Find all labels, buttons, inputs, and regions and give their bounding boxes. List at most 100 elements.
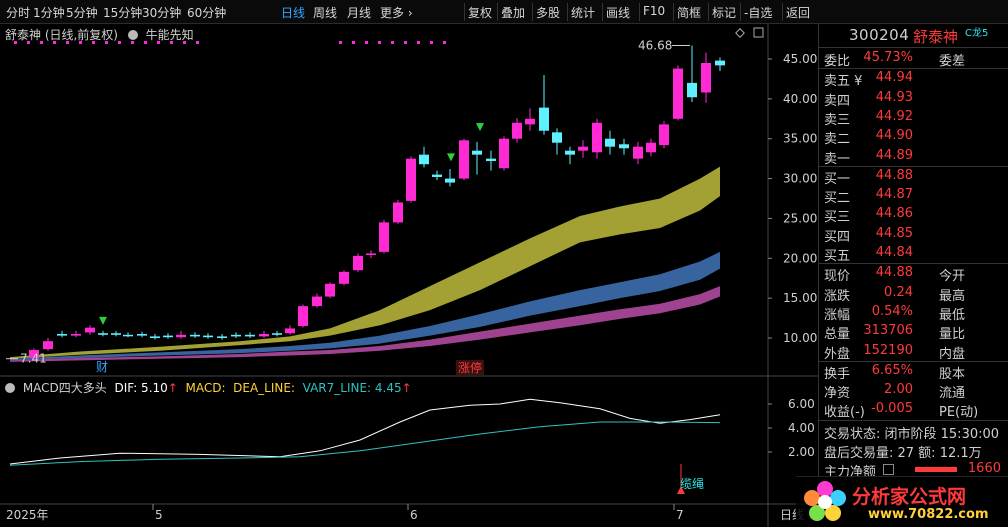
signal-dot (131, 41, 134, 44)
toolbar-button-0[interactable]: 复权 (468, 6, 493, 20)
sell-row-3: 卖二 44.90 (819, 127, 1008, 148)
stat-row-1: 涨跌 0.24 最高 (819, 284, 1008, 304)
toolbar-divider (532, 3, 533, 21)
price-tick-label: 25.00 (783, 211, 817, 225)
list-icon[interactable] (883, 464, 894, 476)
buy-row-0: 买一 44.88 (819, 167, 1008, 187)
candle-body (499, 138, 509, 169)
extra-row-1-label: 净资 (824, 386, 851, 402)
flower-logo-icon (804, 481, 846, 521)
candle-body (646, 142, 656, 153)
extra-row-0: 换手 6.65% 股本 (819, 362, 1008, 382)
up-arrow-icon: ↑ (401, 381, 412, 395)
stat-row-0-value: 44.88 (875, 265, 913, 281)
period-tab-1[interactable]: 1分钟 (33, 6, 65, 20)
candle-body (325, 283, 335, 297)
signal-dot (118, 41, 121, 44)
watermark: 分析家公式网 www.70822.com (796, 476, 1008, 527)
buy-arrow-icon (99, 316, 107, 325)
period-tab-7[interactable]: 周线 (313, 6, 338, 20)
stat-row-2-value: 0.54% (871, 303, 913, 319)
extra-row-0-label2: 股本 (939, 366, 966, 382)
kline-chart-area[interactable]: 45.00 40.00 35.00 30.00 25.00 20.00 15.00 10.00… (0, 24, 818, 527)
sell-row-3-label: 卖二 (824, 132, 851, 148)
signal-dot (53, 41, 56, 44)
date-label: 6 (410, 508, 418, 522)
candle-body (312, 296, 322, 307)
candle-body (633, 146, 643, 159)
stat-row-1-value: 0.24 (884, 284, 913, 300)
weibi-row-value: 45.73% (863, 50, 913, 65)
event-zhangting-bg (456, 360, 484, 375)
box-icon[interactable] (753, 27, 764, 38)
candle-body (445, 178, 455, 183)
macd-dif-line (9, 398, 721, 465)
event-cai-label: 财 (96, 360, 108, 374)
buy-row-2: 买三 44.86 (819, 205, 1008, 226)
toolbar-button-9[interactable]: 返回 (786, 6, 811, 20)
period-tab-5[interactable]: 60分钟 (187, 6, 227, 20)
panel-divider (819, 165, 1008, 167)
band-blue (10, 251, 720, 361)
toolbar-divider (782, 3, 783, 21)
toolbar-button-1[interactable]: 叠加 (501, 6, 526, 20)
signal-dot (170, 41, 173, 44)
toolbar-button-2[interactable]: 多股 (536, 6, 561, 20)
signal-dot (443, 41, 446, 44)
price-tick-label: 30.00 (783, 172, 817, 186)
price-tick-label: 15.00 (783, 291, 817, 305)
toolbar-button-6[interactable]: 简框 (677, 6, 702, 20)
candle-body (687, 82, 697, 98)
stat-row-1-label: 涨跌 (824, 288, 851, 304)
candle-body (432, 174, 442, 177)
period-tab-4[interactable]: 30分钟 (142, 6, 182, 20)
stat-row-0-label2: 今开 (939, 269, 966, 285)
band-magenta (10, 286, 720, 362)
toolbar-button-8[interactable]: -自选 (744, 6, 773, 20)
period-tab-8[interactable]: 月线 (347, 6, 372, 20)
panel-divider (819, 263, 1008, 265)
macd-toggle-icon[interactable] (5, 383, 15, 393)
min-price-label: 7.41 (20, 352, 47, 366)
extra-row-2-value: -0.005 (871, 401, 913, 417)
buy-row-4: 买五 44.84 (819, 244, 1008, 264)
candle-body (539, 107, 549, 131)
sell-row-2-value: 44.92 (875, 108, 913, 124)
candle-body (57, 334, 67, 336)
buy-row-2-label: 买三 (824, 210, 851, 226)
candle-body (245, 334, 255, 337)
indicator-toggle-icon[interactable] (127, 30, 138, 40)
toolbar-button-5[interactable]: F10 (643, 4, 666, 18)
chart-canvas[interactable]: 45.00 40.00 35.00 30.00 25.00 20.00 15.00 10.00… (0, 24, 818, 527)
sell-row-4: 卖一 44.89 (819, 147, 1008, 167)
macd-tick-label: 6.00 (788, 397, 815, 411)
stat-row-2-label2: 最低 (939, 307, 966, 323)
period-tab-0[interactable]: 分时 (6, 6, 31, 20)
candle-body (578, 146, 588, 151)
stat-row-2: 涨幅 0.54% 最低 (819, 303, 1008, 323)
watermark-title: 分析家公式网 (852, 486, 967, 508)
candle-body (231, 334, 241, 337)
period-tab-6[interactable]: 日线 (281, 6, 306, 20)
toolbar-button-3[interactable]: 统计 (571, 6, 596, 20)
period-toolbar: 分时 1分钟 5分钟 15分钟 30分钟 60分钟 日线 周线 月线 更多 › 复权 叠加 多股 统计画… (0, 0, 1008, 24)
diamond-icon[interactable] (735, 28, 745, 38)
weibi-row: 委比 45.73% 委差 (819, 49, 1008, 69)
indicator-name: 牛能先知 (145, 28, 194, 42)
candle-body (137, 334, 147, 336)
stat-row-4: 外盘 152190 内盘 (819, 342, 1008, 362)
quote-panel: 300204 舒泰神 C龙5 委比 45.73% 委差 卖五 ¥ 44.94 卖四 44.9… (818, 24, 1008, 527)
signal-dot (27, 41, 30, 44)
toolbar-button-4[interactable]: 画线 (606, 6, 631, 20)
period-tab-9[interactable]: 更多 › (380, 6, 413, 20)
weibi-row-label: 委比 (824, 54, 851, 69)
period-tab-2[interactable]: 5分钟 (66, 6, 98, 20)
toolbar-button-7[interactable]: 标记 (712, 6, 737, 20)
stock-tag: C龙5 (965, 28, 989, 39)
period-tab-3[interactable]: 15分钟 (103, 6, 143, 20)
panel-divider (819, 419, 1008, 421)
sell-row-1-label: 卖四 (824, 93, 851, 109)
candle-body (43, 341, 53, 350)
signal-dot (196, 41, 199, 44)
buy-row-4-label: 买五 (824, 249, 851, 264)
